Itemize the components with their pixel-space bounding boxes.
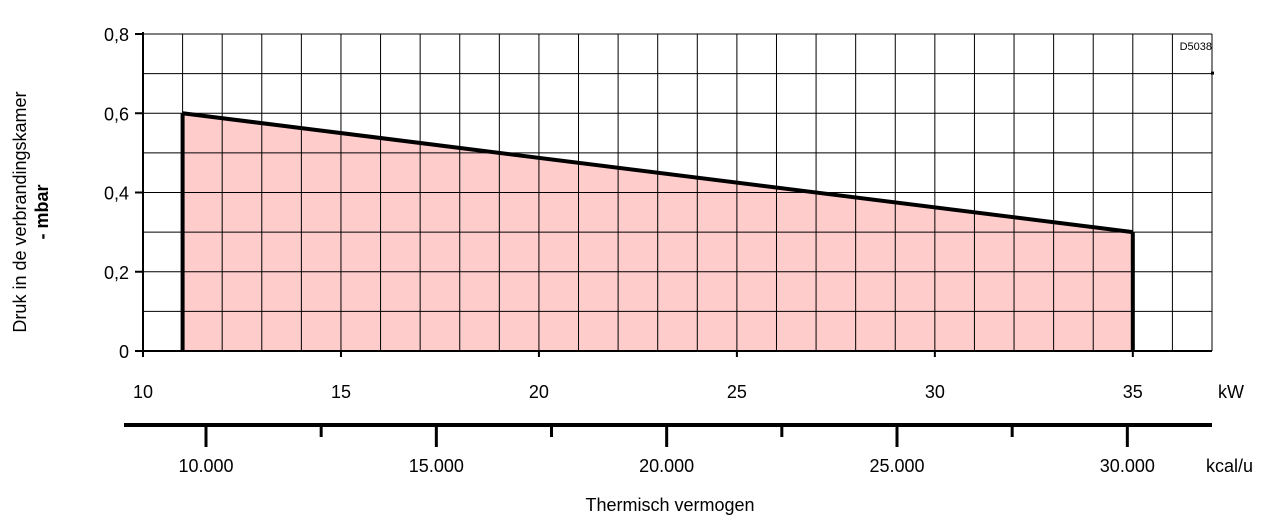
- x2-tick-label: 30.000: [1100, 456, 1155, 476]
- x-axis-title: Thermisch vermogen: [585, 495, 754, 515]
- x2-axis-unit-kcal: kcal/u: [1206, 456, 1253, 476]
- y-tick-label: 0,4: [104, 184, 129, 204]
- y-tick-label: 0,8: [104, 25, 129, 45]
- marks: [180, 111, 1135, 351]
- y-axis-unit: - mbar: [32, 184, 52, 239]
- y-axis-title: Druk in de verbrandingskamer: [10, 91, 30, 332]
- axes: [124, 32, 1214, 447]
- grid-over: [143, 33, 1213, 351]
- x-axis-unit-kw: kW: [1218, 382, 1244, 402]
- x-tick-label: 10: [133, 382, 153, 402]
- x2-tick-label: 10.000: [178, 456, 233, 476]
- y-tick-label: 0,6: [104, 104, 129, 124]
- labels: 0 0,2 0,4 0,6 0,8 10 15 20 25 30 35 10.000 15.000 20.…: [104, 25, 1155, 476]
- chart-code: D5038: [1180, 41, 1212, 53]
- x2-tick-label: 25.000: [869, 456, 924, 476]
- x-tick-label: 25: [727, 382, 747, 402]
- y-tick-label: 0,2: [104, 263, 129, 283]
- axis-end-dot: [1211, 71, 1214, 75]
- x-tick-label: 15: [331, 382, 351, 402]
- x-tick-label: 20: [529, 382, 549, 402]
- x-tick-label: 35: [1123, 382, 1143, 402]
- series-line: [182, 111, 1134, 235]
- x2-tick-label: 15.000: [409, 456, 464, 476]
- y-tick-label: 0: [119, 342, 129, 362]
- x-tick-label: 30: [925, 382, 945, 402]
- x2-tick-label: 20.000: [639, 456, 694, 476]
